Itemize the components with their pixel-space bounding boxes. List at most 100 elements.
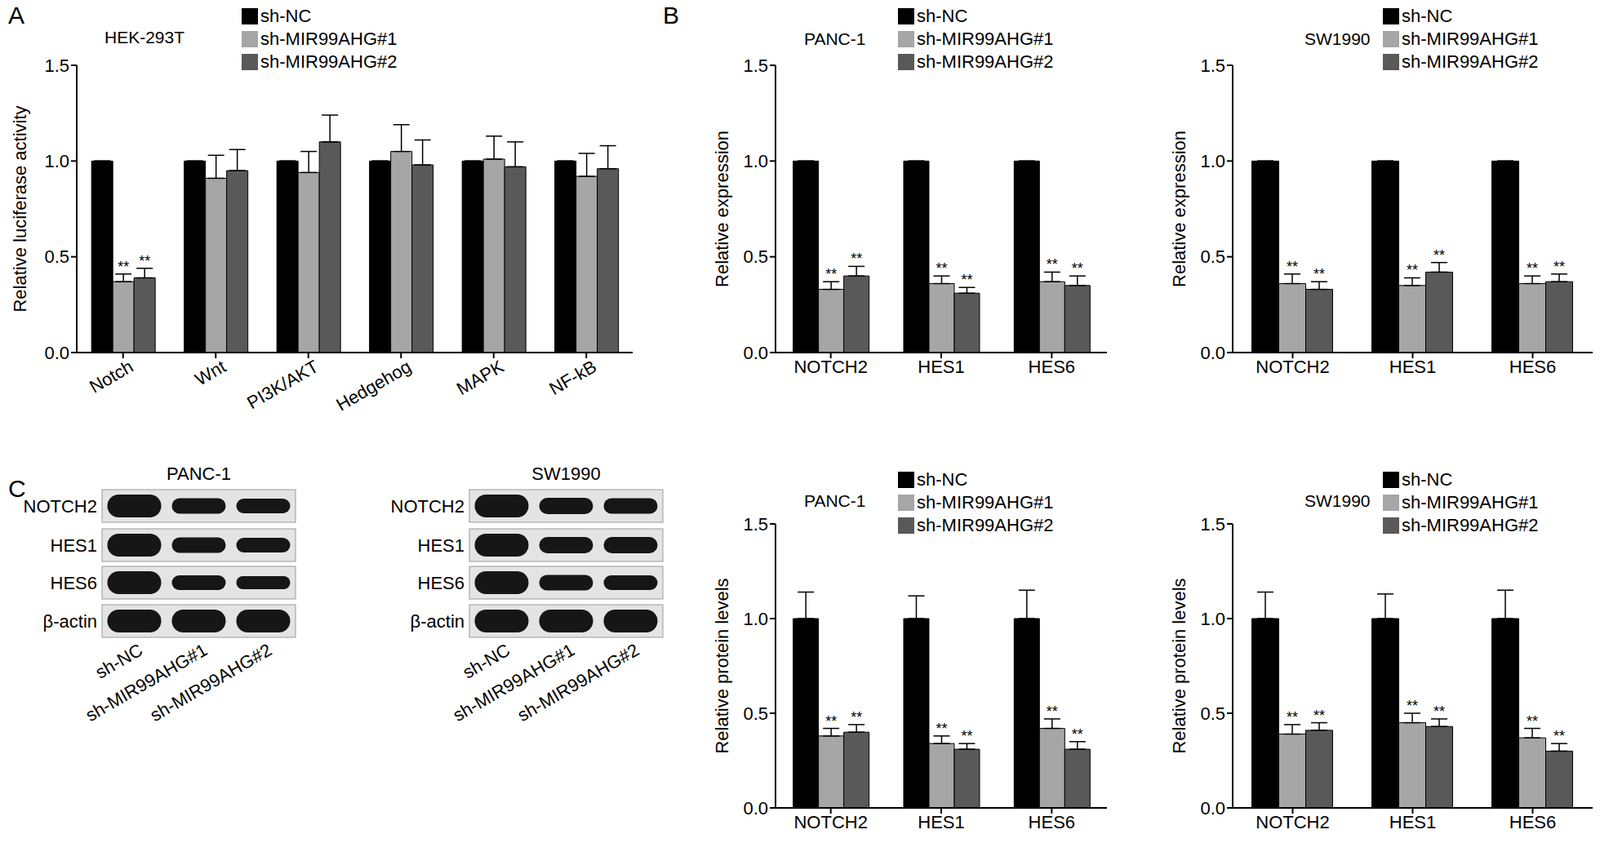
svg-text:1.5: 1.5 — [742, 514, 769, 535]
html-text:sh-MIR99AHG#1: sh-MIR99AHG#1 — [260, 28, 398, 49]
svg-text:HES6: HES6 — [50, 573, 98, 594]
svg-text:**: ** — [935, 720, 947, 738]
svg-text:PI3K/AKT: PI3K/AKT — [243, 355, 322, 414]
svg-text:**: ** — [1553, 728, 1565, 745]
svg-text:Relative luciferase activity: Relative luciferase activity — [9, 105, 31, 312]
svg-text:NOTCH2: NOTCH2 — [793, 812, 867, 833]
svg-text:β-actin: β-actin — [43, 611, 98, 632]
svg-text:0.5: 0.5 — [44, 246, 70, 267]
html-text:sh-MIR99AHG#2: sh-MIR99AHG#2 — [916, 51, 1054, 72]
svg-text:HES6: HES6 — [417, 573, 465, 594]
svg-text:HES1: HES1 — [917, 356, 965, 378]
svg-text:Relative protein levels: Relative protein levels — [1168, 577, 1190, 754]
html-text:sh-NC: sh-NC — [916, 469, 968, 490]
svg-text:1.0: 1.0 — [742, 608, 769, 630]
svg-text:0.0: 0.0 — [1200, 342, 1226, 364]
html-text:sh-MIR99AHG#2: sh-MIR99AHG#2 — [916, 515, 1054, 536]
svg-text:sh-MIR99AHG#1: sh-MIR99AHG#1 — [81, 639, 211, 726]
svg-text:1.0: 1.0 — [1200, 151, 1226, 172]
svg-text:Relative expression: Relative expression — [1168, 130, 1190, 288]
svg-text:**: ** — [850, 250, 863, 267]
svg-text:**: ** — [1526, 260, 1538, 277]
svg-text:0.5: 0.5 — [742, 246, 769, 267]
svg-text:0.0: 0.0 — [1200, 798, 1226, 819]
svg-text:sh-NC: sh-NC — [91, 639, 147, 683]
svg-text:β-actin: β-actin — [410, 611, 465, 632]
svg-text:Wnt: Wnt — [191, 355, 230, 390]
svg-text:**: ** — [1071, 726, 1084, 743]
svg-text:HES6: HES6 — [1509, 356, 1556, 378]
svg-text:1.5: 1.5 — [44, 55, 70, 76]
svg-text:1.5: 1.5 — [742, 55, 769, 76]
svg-text:**: ** — [960, 271, 973, 289]
svg-text:MAPK: MAPK — [453, 355, 508, 400]
svg-text:0.0: 0.0 — [742, 798, 769, 819]
svg-text:SW1990: SW1990 — [531, 463, 600, 485]
svg-text:**: ** — [117, 258, 129, 276]
svg-text:0.5: 0.5 — [1200, 246, 1226, 267]
svg-text:HES1: HES1 — [1389, 356, 1436, 378]
svg-text:1.0: 1.0 — [44, 151, 70, 172]
svg-text:HES1: HES1 — [1389, 812, 1436, 833]
svg-text:**: ** — [825, 713, 837, 730]
svg-text:1.5: 1.5 — [1200, 55, 1226, 76]
svg-text:HES6: HES6 — [1509, 812, 1556, 833]
html-text:sh-NC: sh-NC — [260, 5, 312, 27]
svg-text:sh-NC: sh-NC — [459, 639, 514, 683]
svg-text:**: ** — [1526, 713, 1538, 730]
svg-text:**: ** — [1433, 703, 1445, 720]
svg-text:**: ** — [825, 266, 837, 283]
svg-text:1.5: 1.5 — [1200, 514, 1226, 535]
html-text:sh-MIR99AHG#1: sh-MIR99AHG#1 — [916, 492, 1054, 513]
svg-text:PANC-1: PANC-1 — [166, 463, 232, 485]
svg-text:NOTCH2: NOTCH2 — [1255, 812, 1329, 833]
svg-text:**: ** — [138, 253, 151, 270]
html-text:sh-MIR99AHG#1: sh-MIR99AHG#1 — [1401, 492, 1539, 513]
svg-text:HES1: HES1 — [417, 535, 465, 556]
svg-text:Relative expression: Relative expression — [711, 130, 733, 288]
svg-text:**: ** — [1406, 697, 1418, 715]
svg-text:**: ** — [1046, 703, 1058, 720]
svg-text:**: ** — [960, 728, 973, 745]
svg-text:sh-MIR99AHG#1: sh-MIR99AHG#1 — [449, 639, 578, 726]
svg-text:**: ** — [1313, 707, 1325, 725]
svg-text:Relative protein levels: Relative protein levels — [711, 577, 733, 754]
svg-text:**: ** — [1553, 258, 1565, 276]
svg-text:0.5: 0.5 — [1200, 703, 1226, 725]
html-text:sh-NC: sh-NC — [1401, 469, 1453, 490]
svg-text:**: ** — [935, 260, 947, 277]
svg-text:**: ** — [1433, 247, 1445, 264]
svg-text:Notch: Notch — [85, 355, 137, 397]
svg-text:HES6: HES6 — [1028, 812, 1076, 833]
html-text:sh-MIR99AHG#2: sh-MIR99AHG#2 — [1401, 51, 1539, 72]
svg-text:0.0: 0.0 — [44, 342, 70, 364]
svg-text:NOTCH2: NOTCH2 — [793, 356, 867, 378]
svg-text:0.0: 0.0 — [742, 342, 769, 364]
svg-text:**: ** — [1071, 260, 1084, 277]
svg-text:sh-MIR99AHG#2: sh-MIR99AHG#2 — [146, 640, 276, 726]
svg-text:**: ** — [1286, 709, 1298, 726]
svg-text:1.0: 1.0 — [1200, 608, 1226, 630]
html-text:sh-MIR99AHG#2: sh-MIR99AHG#2 — [1401, 515, 1539, 536]
svg-text:HES1: HES1 — [50, 535, 98, 556]
svg-text:**: ** — [1406, 262, 1418, 279]
svg-text:**: ** — [1313, 266, 1325, 283]
html-text:sh-NC: sh-NC — [1401, 5, 1453, 27]
svg-text:NF-kB: NF-kB — [545, 355, 600, 400]
svg-text:**: ** — [1286, 258, 1298, 276]
html-text:sh-NC: sh-NC — [916, 5, 968, 27]
html-text:sh-MIR99AHG#1: sh-MIR99AHG#1 — [1401, 28, 1539, 49]
svg-text:NOTCH2: NOTCH2 — [391, 496, 465, 517]
svg-text:**: ** — [1046, 256, 1058, 273]
svg-text:0.5: 0.5 — [742, 703, 769, 725]
svg-text:1.0: 1.0 — [742, 151, 769, 172]
svg-text:sh-MIR99AHG#2: sh-MIR99AHG#2 — [513, 640, 643, 726]
html-text:sh-MIR99AHG#2: sh-MIR99AHG#2 — [260, 51, 398, 72]
svg-text:HES6: HES6 — [1028, 356, 1076, 378]
svg-text:NOTCH2: NOTCH2 — [23, 496, 98, 517]
html-text:sh-MIR99AHG#1: sh-MIR99AHG#1 — [916, 28, 1054, 49]
svg-text:**: ** — [850, 709, 863, 726]
svg-text:Hedgehog: Hedgehog — [333, 355, 415, 415]
svg-text:NOTCH2: NOTCH2 — [1255, 356, 1329, 378]
svg-text:HES1: HES1 — [917, 812, 965, 833]
